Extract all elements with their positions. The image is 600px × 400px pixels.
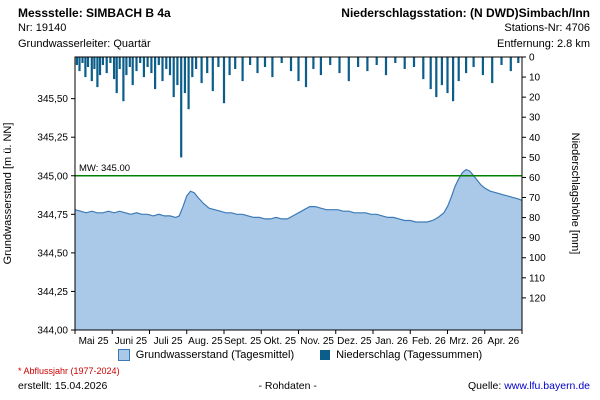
svg-text:Mrz. 26: Mrz. 26 (449, 336, 483, 347)
groundwater-precipitation-chart: MW: 345.00 345,50 345,25 345,00 344,75 344,50… (2, 53, 581, 348)
svg-text:Okt. 25: Okt. 25 (264, 336, 297, 347)
svg-text:344,75: 344,75 (37, 210, 68, 221)
chart-area: MW: 345.00 345,50 345,25 345,00 344,75 344,50… (0, 53, 600, 353)
left-axis-title: Grundwasserstand [m ü. NN] (2, 123, 14, 265)
svg-text:40: 40 (529, 133, 541, 144)
svg-text:345,00: 345,00 (37, 171, 68, 182)
svg-text:30: 30 (529, 113, 541, 124)
groundwater-line (74, 168, 523, 223)
measuring-site-title: Messstelle: SIMBACH B 4a (18, 6, 171, 20)
raw-data-label: - Rohdaten - (258, 380, 317, 392)
groundwater-swatch-icon (117, 349, 130, 361)
legend-label-precipitation: Niederschlag (Tagessummen) (336, 349, 483, 361)
runoff-year-footnote: * Abflussjahr (1977-2024) (18, 366, 120, 376)
measuring-site-number: Nr: 19140 (18, 22, 67, 34)
groundwater-area (75, 169, 522, 330)
svg-text:Dez. 25: Dez. 25 (337, 336, 372, 347)
svg-text:Juni 25: Juni 25 (115, 336, 148, 347)
svg-text:120: 120 (529, 293, 546, 304)
svg-text:Sept. 25: Sept. 25 (224, 336, 262, 347)
distance-label: Entfernung: 2.8 km (497, 37, 590, 50)
svg-text:20: 20 (529, 93, 541, 104)
svg-text:344,50: 344,50 (37, 248, 68, 259)
header-station-right: Niederschlagsstation: (N DWD)Simbach/Inn… (341, 6, 590, 53)
svg-text:Feb. 26: Feb. 26 (412, 336, 446, 347)
right-axis-title: Niederschlagshöhe [mm] (569, 133, 581, 255)
mw-line-label: MW: 345.00 (79, 163, 130, 174)
precipitation-station-title: Niederschlagsstation: (N DWD)Simbach/Inn (341, 6, 590, 20)
svg-text:344,25: 344,25 (37, 287, 68, 298)
svg-text:Jan. 26: Jan. 26 (375, 336, 408, 347)
legend-label-groundwater: Grundwasserstand (Tagesmittel) (135, 349, 295, 361)
svg-text:110: 110 (529, 273, 545, 284)
footer: erstellt: 15.04.2026 - Rohdaten - Quelle… (18, 380, 590, 392)
svg-text:70: 70 (529, 193, 541, 204)
svg-text:10: 10 (529, 73, 541, 84)
svg-text:Aug. 25: Aug. 25 (188, 336, 223, 347)
precipitation-swatch-icon (320, 350, 331, 360)
svg-text:Nov. 25: Nov. 25 (300, 336, 334, 347)
legend-item-groundwater: Grundwasserstand (Tagesmittel) (117, 349, 295, 361)
svg-text:345,25: 345,25 (37, 133, 68, 144)
created-date: erstellt: 15.04.2026 (18, 380, 108, 392)
svg-text:Apr. 26: Apr. 26 (488, 336, 520, 347)
svg-text:80: 80 (529, 213, 541, 224)
svg-text:0: 0 (529, 53, 535, 64)
svg-text:Mai 25: Mai 25 (79, 336, 109, 347)
svg-text:Juli 25: Juli 25 (154, 336, 183, 347)
precipitation-bars (75, 57, 520, 158)
svg-text:90: 90 (529, 233, 541, 244)
svg-text:344,00: 344,00 (37, 326, 68, 337)
svg-text:100: 100 (529, 253, 546, 264)
chart-legend: Grundwasserstand (Tagesmittel) Niedersch… (0, 349, 600, 361)
source-prefix: Quelle: (468, 380, 502, 392)
source-link[interactable]: www.lfu.bayern.de (504, 380, 590, 392)
svg-text:60: 60 (529, 173, 541, 184)
legend-item-precipitation: Niederschlag (Tagessummen) (320, 349, 482, 361)
svg-text:345,50: 345,50 (37, 94, 68, 105)
header-station-left: Messstelle: SIMBACH B 4a Nr: 19140 Grund… (18, 6, 171, 53)
svg-text:50: 50 (529, 153, 541, 164)
aquifer-label: Grundwasserleiter: Quartär (18, 37, 151, 50)
precipitation-station-number: Stations-Nr: 4706 (504, 22, 590, 34)
source-line: Quelle: www.lfu.bayern.de (468, 380, 590, 392)
header: Messstelle: SIMBACH B 4a Nr: 19140 Grund… (18, 6, 590, 53)
